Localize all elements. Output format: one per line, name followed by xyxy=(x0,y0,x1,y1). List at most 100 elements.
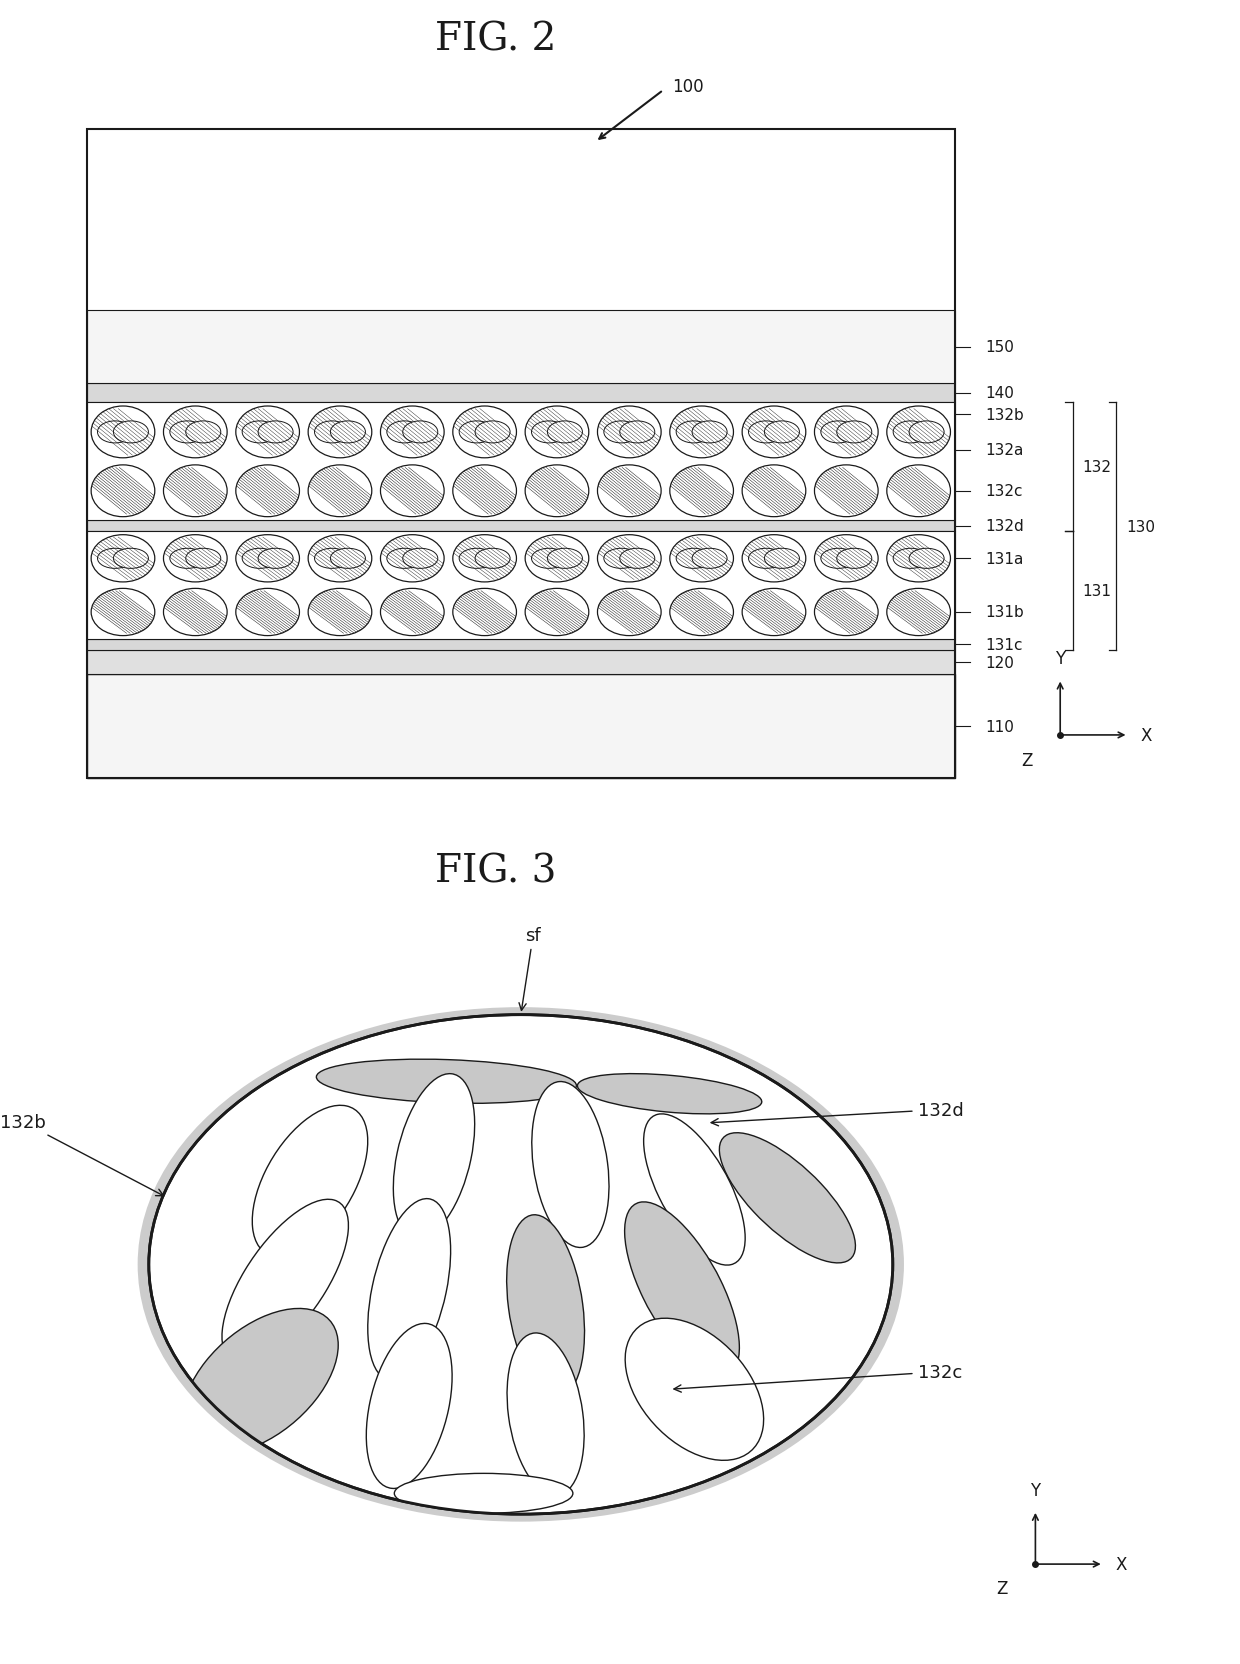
Ellipse shape xyxy=(676,421,712,444)
Text: 132c: 132c xyxy=(986,484,1023,499)
Text: Y: Y xyxy=(1030,1481,1040,1499)
Text: Y: Y xyxy=(1055,651,1065,667)
Ellipse shape xyxy=(475,421,510,444)
Ellipse shape xyxy=(604,549,639,569)
Text: 120: 120 xyxy=(986,656,1014,671)
Ellipse shape xyxy=(236,536,300,582)
Ellipse shape xyxy=(242,549,278,569)
Ellipse shape xyxy=(98,421,133,444)
Text: 132d: 132d xyxy=(986,519,1024,534)
Ellipse shape xyxy=(764,549,800,569)
Ellipse shape xyxy=(403,549,438,569)
Ellipse shape xyxy=(815,406,878,459)
Ellipse shape xyxy=(837,549,872,569)
Ellipse shape xyxy=(236,466,300,518)
Ellipse shape xyxy=(526,406,589,459)
Bar xyxy=(87,130,955,779)
Ellipse shape xyxy=(381,536,444,582)
Ellipse shape xyxy=(381,589,444,636)
Ellipse shape xyxy=(676,549,712,569)
Ellipse shape xyxy=(453,536,517,582)
Ellipse shape xyxy=(170,421,205,444)
Ellipse shape xyxy=(164,466,227,518)
Ellipse shape xyxy=(164,536,227,582)
Bar xyxy=(87,311,955,384)
Ellipse shape xyxy=(598,406,661,459)
Ellipse shape xyxy=(547,549,583,569)
Ellipse shape xyxy=(403,421,438,444)
Ellipse shape xyxy=(186,421,221,444)
Ellipse shape xyxy=(98,549,133,569)
Ellipse shape xyxy=(837,421,872,444)
Text: Z: Z xyxy=(997,1579,1008,1597)
Ellipse shape xyxy=(670,589,734,636)
Ellipse shape xyxy=(138,1008,904,1521)
Ellipse shape xyxy=(893,421,929,444)
Ellipse shape xyxy=(459,549,495,569)
Ellipse shape xyxy=(309,536,372,582)
Text: 140: 140 xyxy=(986,386,1014,401)
Ellipse shape xyxy=(330,549,366,569)
Ellipse shape xyxy=(309,589,372,636)
Bar xyxy=(87,384,955,403)
Ellipse shape xyxy=(315,549,350,569)
Ellipse shape xyxy=(742,466,806,518)
Bar xyxy=(87,521,955,532)
Ellipse shape xyxy=(113,421,149,444)
Ellipse shape xyxy=(742,589,806,636)
Ellipse shape xyxy=(164,406,227,459)
Ellipse shape xyxy=(330,421,366,444)
Text: 130: 130 xyxy=(1126,519,1154,534)
Ellipse shape xyxy=(387,421,422,444)
Ellipse shape xyxy=(532,1082,609,1248)
Text: FIG. 3: FIG. 3 xyxy=(435,852,557,890)
Text: 132: 132 xyxy=(1083,461,1111,476)
Ellipse shape xyxy=(815,536,878,582)
Ellipse shape xyxy=(258,421,293,444)
Bar xyxy=(87,403,955,521)
Ellipse shape xyxy=(381,466,444,518)
Ellipse shape xyxy=(742,406,806,459)
Text: 100: 100 xyxy=(672,78,704,95)
Ellipse shape xyxy=(532,421,567,444)
Ellipse shape xyxy=(507,1333,584,1496)
Ellipse shape xyxy=(242,421,278,444)
Ellipse shape xyxy=(366,1323,453,1489)
Ellipse shape xyxy=(887,406,950,459)
Ellipse shape xyxy=(475,549,510,569)
Ellipse shape xyxy=(186,549,221,569)
Ellipse shape xyxy=(453,589,517,636)
Ellipse shape xyxy=(625,1201,739,1378)
Ellipse shape xyxy=(670,406,734,459)
Ellipse shape xyxy=(815,466,878,518)
Ellipse shape xyxy=(387,549,422,569)
Ellipse shape xyxy=(821,549,856,569)
Ellipse shape xyxy=(598,589,661,636)
Text: 110: 110 xyxy=(986,719,1014,734)
Ellipse shape xyxy=(393,1073,475,1240)
Ellipse shape xyxy=(893,549,929,569)
Text: 132c: 132c xyxy=(673,1363,962,1393)
Text: FIG. 2: FIG. 2 xyxy=(435,22,557,58)
Ellipse shape xyxy=(598,536,661,582)
Ellipse shape xyxy=(164,589,227,636)
Text: sf: sf xyxy=(520,927,541,1010)
Ellipse shape xyxy=(526,466,589,518)
Ellipse shape xyxy=(532,549,567,569)
Ellipse shape xyxy=(368,1198,450,1381)
Ellipse shape xyxy=(92,406,155,459)
Bar xyxy=(87,639,955,651)
Ellipse shape xyxy=(258,549,293,569)
Ellipse shape xyxy=(692,549,727,569)
Ellipse shape xyxy=(719,1133,856,1263)
Text: X: X xyxy=(1116,1556,1127,1572)
Ellipse shape xyxy=(764,421,800,444)
Ellipse shape xyxy=(670,466,734,518)
Ellipse shape xyxy=(887,589,950,636)
Ellipse shape xyxy=(113,549,149,569)
Text: 132d: 132d xyxy=(711,1102,963,1127)
Ellipse shape xyxy=(909,549,944,569)
Ellipse shape xyxy=(316,1060,577,1103)
Ellipse shape xyxy=(815,589,878,636)
Ellipse shape xyxy=(92,589,155,636)
